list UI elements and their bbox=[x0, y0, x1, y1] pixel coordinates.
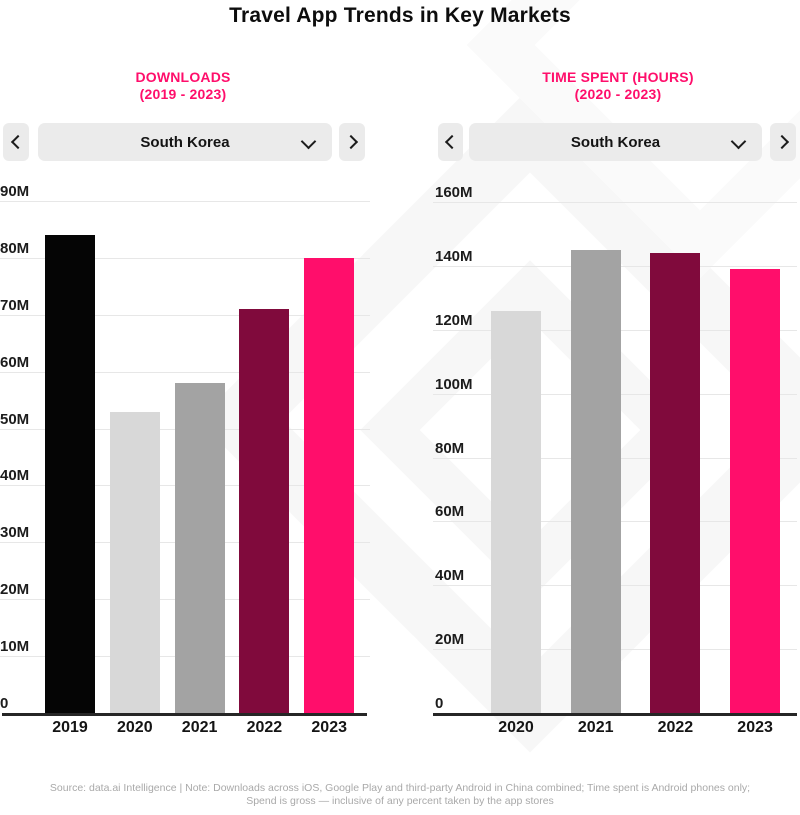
x-axis-tick-label: 2022 bbox=[657, 719, 694, 736]
y-axis-tick-label: 30M bbox=[0, 524, 30, 542]
y-axis-tick-label: 20M bbox=[0, 581, 30, 599]
downloads-market-dropdown[interactable]: South Korea bbox=[38, 123, 332, 161]
y-axis-tick-label: 70M bbox=[0, 296, 30, 314]
bar-2022 bbox=[650, 253, 701, 713]
time-spent-heading-line1: TIME SPENT (HOURS) bbox=[542, 69, 694, 85]
chevron-down-icon bbox=[730, 133, 747, 150]
bar-2022 bbox=[239, 309, 290, 713]
y-axis-tick-label: 50M bbox=[0, 410, 30, 428]
time-spent-market-dropdown[interactable]: South Korea bbox=[469, 123, 762, 161]
time-spent-heading-line2: (2020 - 2023) bbox=[574, 86, 662, 102]
y-axis-tick-label: 80M bbox=[0, 239, 30, 257]
x-axis-tick-label: 2022 bbox=[246, 719, 283, 736]
y-axis-tick-label: 40M bbox=[0, 467, 30, 485]
x-axis-tick-label: 2020 bbox=[117, 719, 153, 736]
x-axis-tick-label: 2023 bbox=[311, 719, 347, 736]
y-axis-tick-label: 100M bbox=[435, 375, 473, 393]
x-axis-tick-label: 2021 bbox=[181, 719, 218, 736]
downloads-prev-market-button[interactable] bbox=[3, 123, 29, 161]
bar-2023 bbox=[304, 257, 355, 713]
bar-2020 bbox=[491, 310, 541, 713]
chevron-down-icon bbox=[300, 133, 317, 150]
time-spent-prev-market-button[interactable] bbox=[438, 123, 463, 161]
y-axis-tick-label: 10M bbox=[0, 638, 30, 656]
gridline bbox=[0, 314, 370, 316]
downloads-heading-line1: DOWNLOADS bbox=[135, 69, 231, 85]
downloads-market-dropdown-value: South Korea bbox=[140, 133, 230, 151]
time-spent-heading: TIME SPENT (HOURS) (2020 - 2023) bbox=[440, 69, 796, 103]
time-spent-next-market-button[interactable] bbox=[770, 123, 796, 161]
y-axis-tick-label: 140M bbox=[435, 247, 473, 265]
y-axis-tick-label: 60M bbox=[0, 353, 30, 371]
gridline bbox=[0, 257, 370, 259]
downloads-next-market-button[interactable] bbox=[339, 123, 365, 161]
chevron-right-icon bbox=[774, 134, 789, 150]
bar-2021 bbox=[174, 383, 225, 713]
x-axis-line bbox=[2, 713, 367, 716]
chevron-left-icon bbox=[10, 134, 25, 150]
gridline bbox=[0, 371, 370, 373]
x-axis-tick-label: 2023 bbox=[737, 719, 773, 736]
bar-2021 bbox=[570, 249, 621, 713]
bar-2023 bbox=[730, 269, 781, 713]
chevron-right-icon bbox=[343, 134, 358, 150]
bar-2019 bbox=[45, 235, 95, 713]
y-axis-tick-label: 90M bbox=[0, 183, 30, 200]
gridline bbox=[433, 202, 797, 203]
time-spent-market-dropdown-value: South Korea bbox=[570, 133, 661, 151]
gridline bbox=[0, 201, 370, 202]
downloads-heading-line2: (2019 - 2023) bbox=[139, 86, 227, 102]
page-title: Travel App Trends in Key Markets bbox=[229, 4, 571, 27]
y-axis-tick-label: 160M bbox=[435, 184, 473, 201]
source-note-line1: Source: data.ai Intelligence | Note: Dow… bbox=[49, 782, 751, 794]
chevron-left-icon bbox=[444, 134, 460, 150]
source-note-line2: Spend is gross — inclusive of any percen… bbox=[246, 795, 554, 807]
x-axis-line bbox=[433, 713, 797, 716]
y-axis-tick-label: 60M bbox=[435, 503, 465, 521]
y-axis-tick-label: 20M bbox=[435, 631, 465, 649]
source-note: Source: data.ai Intelligence | Note: Dow… bbox=[0, 782, 800, 808]
x-axis-tick-label: 2020 bbox=[498, 719, 534, 736]
x-axis-tick-label: 2019 bbox=[52, 719, 88, 736]
y-axis-tick-label: 120M bbox=[435, 311, 473, 329]
y-axis-tick-label: 40M bbox=[435, 567, 465, 585]
x-axis-tick-label: 2021 bbox=[577, 719, 614, 736]
y-axis-tick-label: 0 bbox=[0, 695, 9, 712]
bar-2020 bbox=[109, 411, 160, 713]
y-axis-tick-label: 0 bbox=[435, 695, 444, 712]
downloads-heading: DOWNLOADS (2019 - 2023) bbox=[0, 69, 366, 103]
y-axis-tick-label: 80M bbox=[435, 439, 465, 457]
